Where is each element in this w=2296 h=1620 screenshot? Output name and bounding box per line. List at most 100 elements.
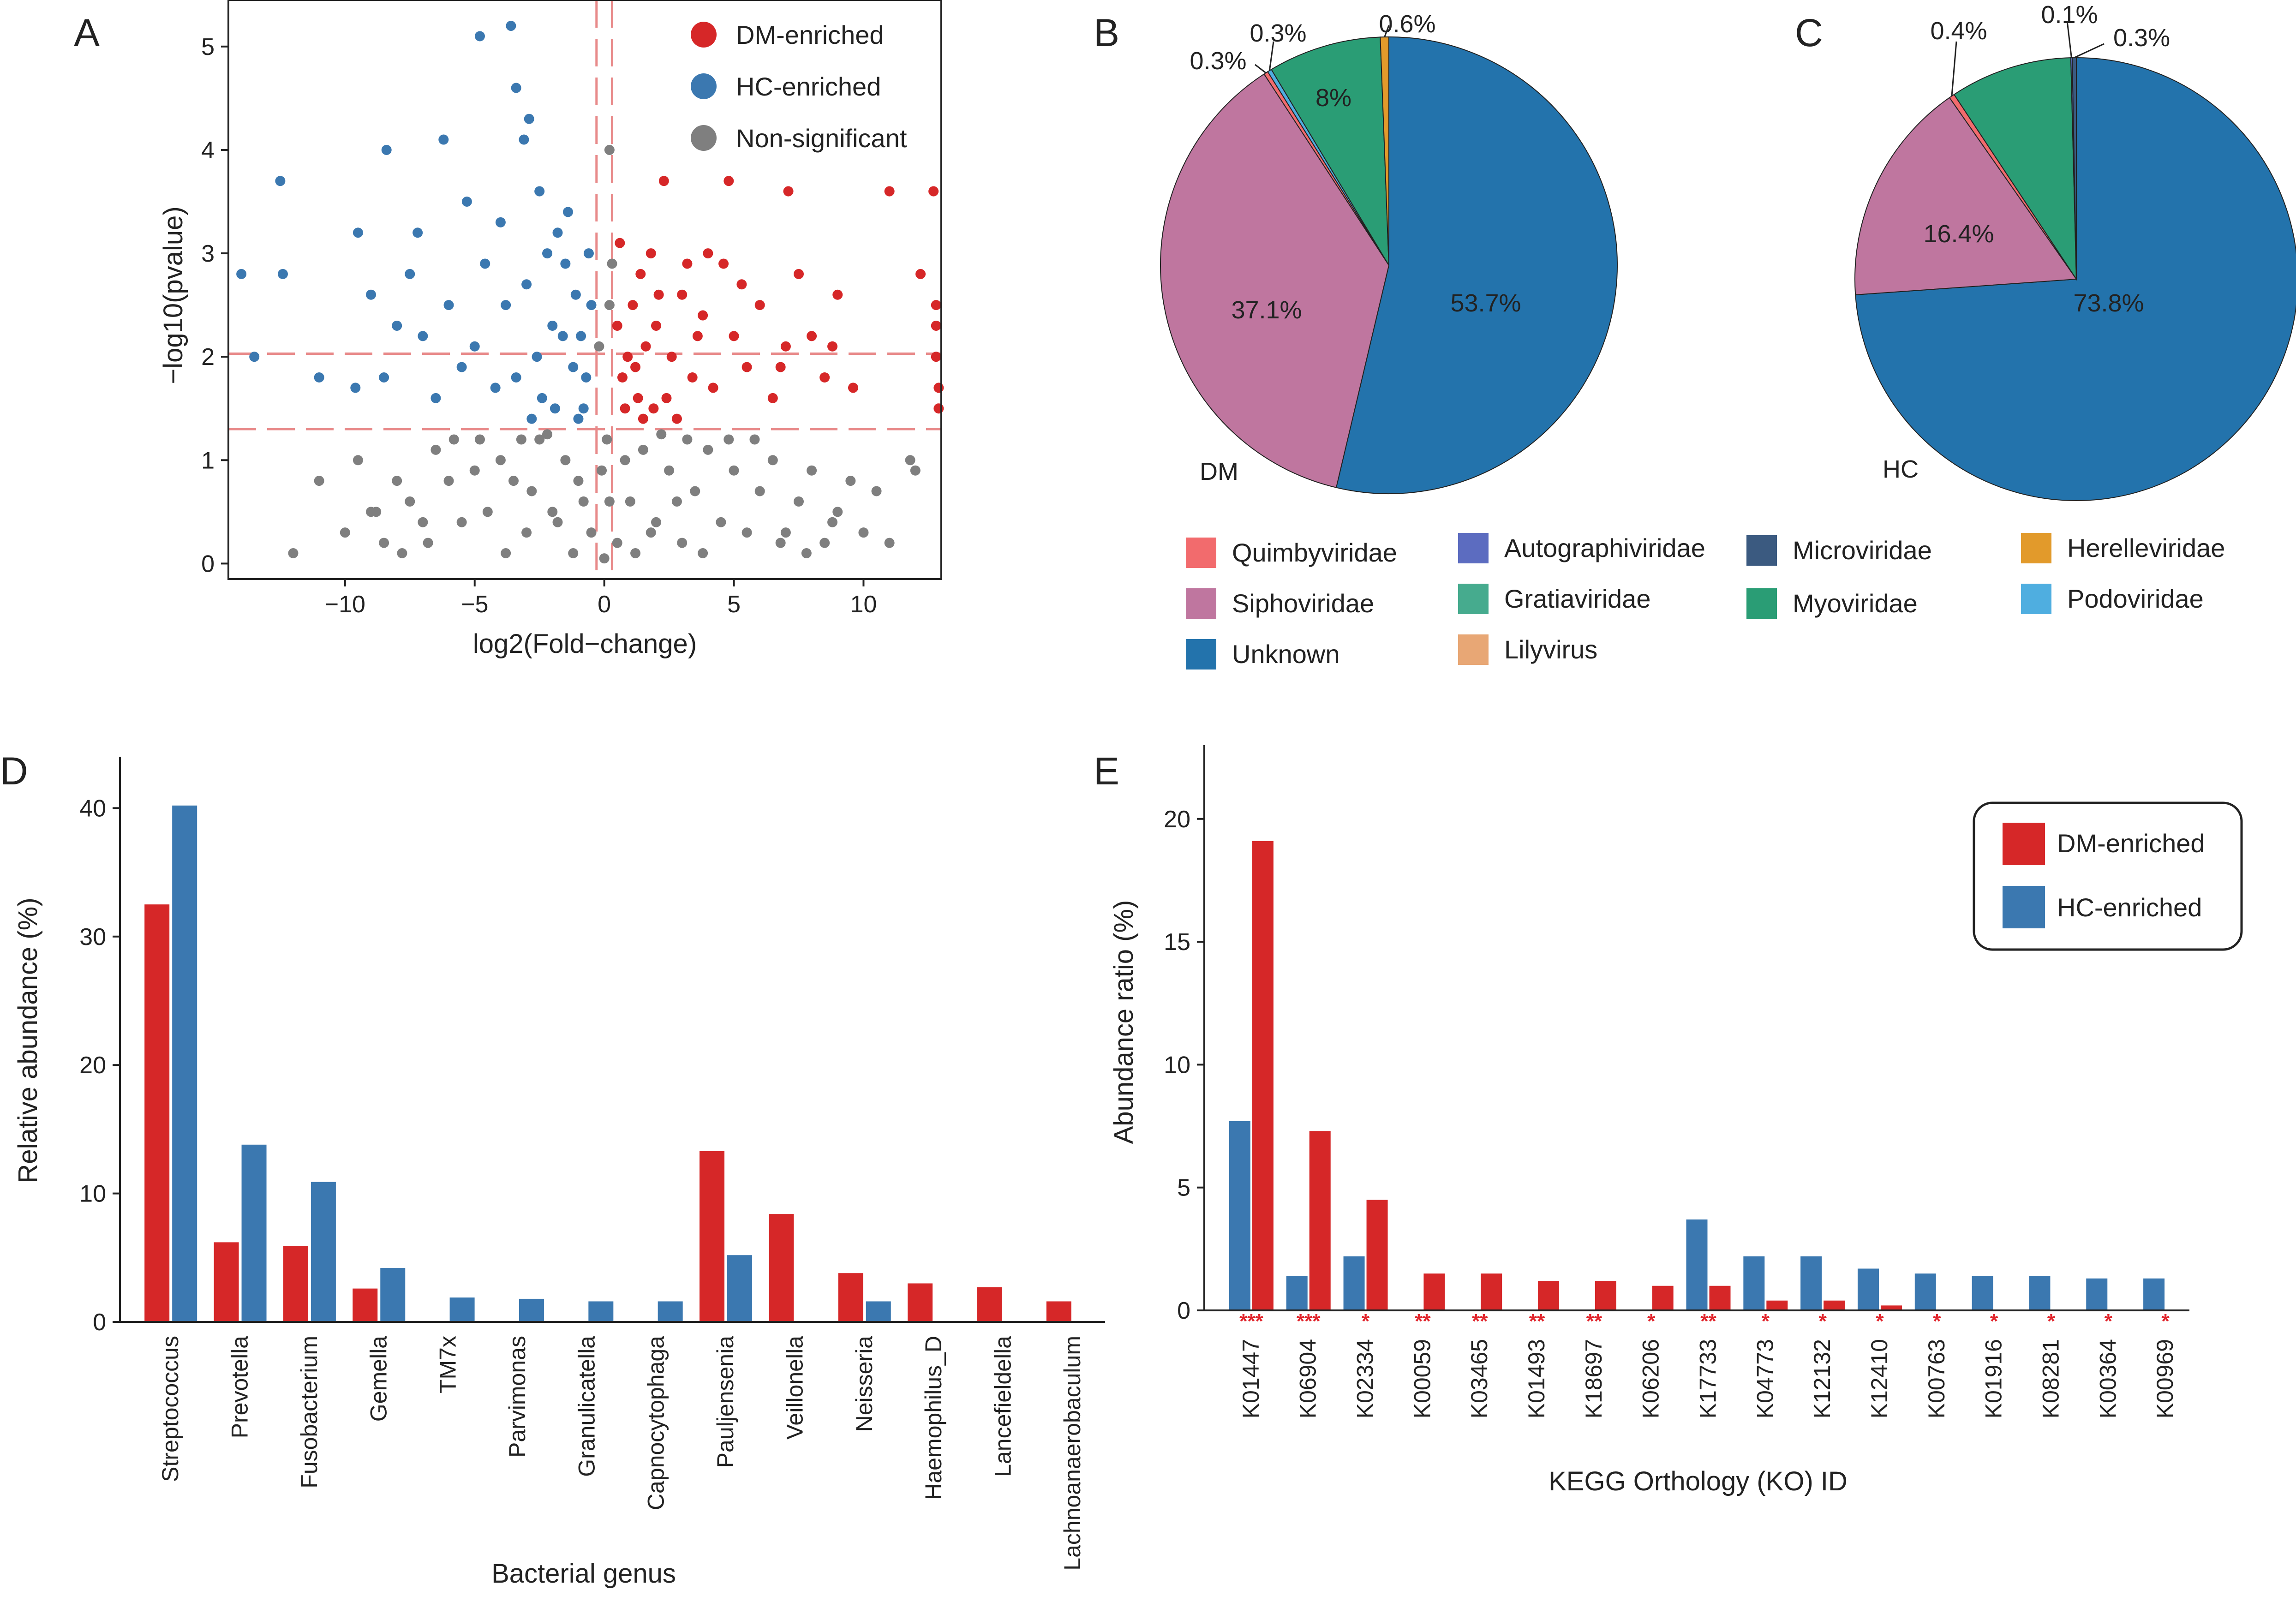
legend-label: Gratiaviridae [1504, 584, 1650, 613]
scatter-point [578, 496, 589, 507]
x-tick-label: K06206 [1638, 1339, 1664, 1418]
pie-slice [1270, 36, 1389, 266]
bar-dm [1046, 1301, 1071, 1322]
legend-label: Myoviridae [1793, 589, 1918, 618]
scatter-point [807, 331, 817, 341]
scatter-point [633, 393, 643, 403]
significance-mark: * [1819, 1310, 1827, 1333]
panel-label-c: C [1795, 11, 1823, 54]
significance-mark: * [1933, 1310, 1941, 1333]
scatter-point [819, 538, 830, 548]
scatter-point [552, 517, 563, 527]
scatter-point [767, 455, 778, 466]
bar-dm [1652, 1285, 1674, 1310]
scatter-point [381, 144, 392, 155]
scatter-point [495, 455, 506, 466]
scatter-point [474, 31, 485, 42]
scatter-point [277, 269, 288, 279]
scatter-point [729, 465, 739, 476]
x-tick-label: 10 [850, 591, 877, 618]
pie-pct-label: 0.1% [2041, 1, 2098, 29]
scatter-point [620, 455, 630, 466]
scatter-point [884, 186, 895, 197]
scatter-point [521, 279, 532, 290]
x-tick-label: 5 [727, 591, 741, 618]
bar-dm [977, 1287, 1002, 1322]
bar-dm [1824, 1300, 1845, 1310]
scatter-point [448, 434, 459, 445]
scatter-point [646, 248, 656, 259]
scatter-point [931, 352, 941, 362]
callout-line [1268, 41, 1274, 71]
x-tick-label: K02334 [1352, 1339, 1378, 1418]
bar-dm [1595, 1281, 1616, 1310]
bar-hc [658, 1301, 683, 1322]
scatter-point [371, 507, 382, 517]
scatter-point [653, 289, 664, 300]
scatter-point [405, 496, 415, 507]
pie-pct-label: 0.4% [1930, 17, 1987, 45]
legend-swatch [2021, 584, 2051, 614]
x-tick-label: K01493 [1524, 1339, 1549, 1418]
bar-dm [283, 1246, 308, 1322]
x-tick-label: K00763 [1924, 1339, 1949, 1418]
significance-mark: ** [1472, 1310, 1488, 1333]
pie-pct-label: 0.3% [1190, 47, 1246, 75]
pie-pct-label: 16.4% [1923, 220, 1994, 248]
y-axis-label: −log10(pvalue) [158, 206, 188, 384]
x-axis-label: Bacterial genus [491, 1559, 676, 1589]
x-tick-label: −5 [461, 591, 488, 618]
legend-label: Unknown [1232, 640, 1339, 669]
pie-pct-label: 37.1% [1231, 296, 1302, 324]
scatter-point [807, 465, 817, 476]
scatter-point [775, 538, 786, 548]
bar-hc [2086, 1278, 2108, 1310]
panel-label-d: D [0, 749, 28, 793]
bar-hc [172, 805, 197, 1322]
scatter-point [625, 496, 635, 507]
y-tick-label: 20 [1164, 806, 1190, 833]
scatter-point [723, 176, 734, 186]
x-tick-label: Veillonella [782, 1336, 807, 1440]
legend-swatch [1458, 533, 1489, 563]
scatter-point [552, 227, 563, 238]
bar-hc [1343, 1256, 1365, 1310]
panel-label-e: E [1094, 749, 1119, 793]
scatter-point [469, 341, 480, 352]
scatter-point [418, 517, 428, 527]
bar-hc [2029, 1276, 2051, 1310]
scatter-point [687, 372, 698, 383]
y-tick-label: 2 [201, 344, 215, 371]
scatter-point [931, 320, 941, 331]
callout-line [1384, 25, 1390, 37]
scatter-point [562, 207, 573, 217]
bar-dm [214, 1242, 239, 1322]
legend-swatch [2021, 533, 2051, 563]
scatter-point [827, 517, 838, 527]
scatter-point [931, 300, 941, 311]
scatter-point [648, 403, 659, 414]
pie-slice [1854, 97, 2077, 296]
scatter-point [858, 527, 869, 538]
bar-dm [838, 1273, 863, 1322]
bar-dm [1309, 1131, 1331, 1310]
legend-label: Lilyvirus [1504, 635, 1597, 664]
scatter-point [928, 186, 939, 197]
bar-hc [866, 1301, 891, 1322]
scatter-point [775, 362, 786, 372]
scatter-point [524, 114, 534, 124]
bar-dm [1481, 1273, 1502, 1310]
scatter-point [542, 429, 553, 440]
scatter-point [666, 352, 677, 362]
pie-pct-label: 0.3% [1250, 19, 1306, 47]
bar-hc [519, 1298, 544, 1322]
x-axis-label: log2(Fold−change) [473, 629, 697, 659]
bar-hc [1686, 1219, 1708, 1310]
scatter-point [557, 331, 568, 341]
scatter-point [640, 341, 651, 352]
scatter-point [677, 538, 688, 548]
scatter-point [576, 331, 586, 341]
x-tick-label: K08281 [2038, 1339, 2063, 1418]
y-tick-label: 30 [79, 924, 106, 950]
x-tick-label: K00059 [1409, 1339, 1435, 1418]
